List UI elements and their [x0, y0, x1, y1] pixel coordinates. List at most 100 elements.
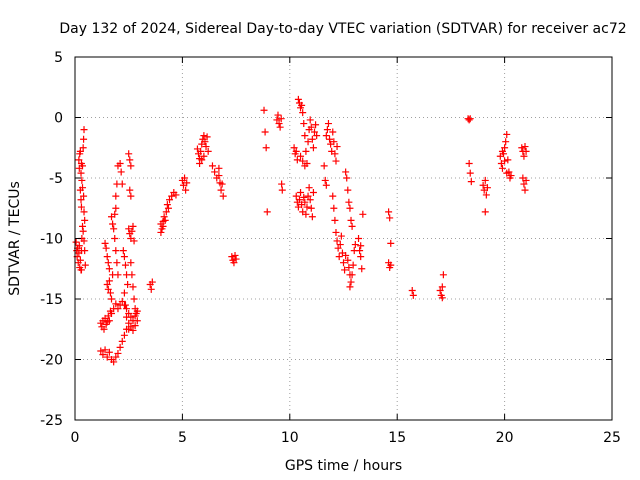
data-point	[166, 196, 174, 204]
data-point	[196, 159, 204, 167]
data-point	[309, 144, 317, 152]
data-point	[159, 222, 167, 230]
data-point	[103, 280, 111, 288]
y-tick-label: -15	[40, 292, 63, 308]
data-point	[123, 313, 131, 321]
data-point	[114, 271, 122, 279]
data-point	[438, 283, 446, 291]
data-point	[276, 123, 284, 131]
data-point	[125, 319, 133, 327]
data-point	[330, 138, 338, 146]
data-point	[124, 280, 132, 288]
grid-lines	[75, 57, 612, 420]
data-point	[126, 156, 134, 164]
data-point	[126, 186, 134, 194]
y-tick-label: -10	[40, 232, 63, 248]
data-point	[465, 116, 473, 124]
data-point	[230, 259, 238, 267]
data-point	[76, 256, 84, 264]
data-point	[329, 128, 337, 136]
data-points	[72, 95, 530, 366]
data-point	[133, 317, 141, 325]
x-tick-labels: 0 5 10 15 20 25	[71, 430, 621, 446]
data-point	[204, 147, 212, 155]
data-point	[482, 191, 490, 199]
data-point	[481, 208, 489, 216]
data-point	[200, 132, 208, 140]
data-point	[112, 192, 120, 200]
data-point	[106, 289, 114, 297]
data-point	[521, 143, 529, 151]
data-point	[80, 237, 88, 245]
data-point	[321, 176, 329, 184]
data-point	[215, 164, 223, 172]
data-point	[387, 239, 395, 247]
data-point	[112, 247, 120, 255]
data-point	[105, 277, 113, 285]
data-point	[274, 111, 282, 119]
data-point	[356, 247, 364, 255]
data-point	[198, 156, 206, 164]
data-point	[208, 162, 216, 170]
data-point	[197, 147, 205, 155]
data-point	[298, 101, 306, 109]
data-point	[309, 189, 317, 197]
data-point	[109, 220, 117, 228]
data-point	[299, 109, 307, 117]
data-point	[112, 353, 120, 361]
data-point	[77, 266, 85, 274]
data-point	[466, 169, 474, 177]
data-point	[77, 203, 85, 211]
data-point	[501, 157, 509, 165]
data-point	[342, 168, 350, 176]
data-point	[99, 351, 107, 359]
data-point	[300, 120, 308, 128]
data-point	[311, 128, 319, 136]
data-point	[81, 261, 89, 269]
data-point	[147, 285, 155, 293]
data-point	[275, 120, 283, 128]
data-point	[408, 287, 416, 295]
data-point	[349, 261, 357, 269]
data-point	[101, 239, 109, 247]
data-point	[101, 346, 109, 354]
data-point	[299, 157, 307, 165]
data-point	[128, 227, 136, 235]
data-point	[387, 261, 395, 269]
data-point	[119, 247, 127, 255]
data-point	[273, 116, 281, 124]
data-point	[466, 115, 474, 123]
data-point	[121, 261, 129, 269]
data-point	[278, 186, 286, 194]
data-point	[518, 144, 526, 152]
data-point	[336, 241, 344, 249]
data-point	[164, 204, 172, 212]
data-point	[231, 251, 239, 259]
data-point	[261, 128, 269, 136]
data-point	[351, 241, 359, 249]
data-point	[103, 253, 111, 261]
data-point	[520, 180, 528, 188]
chart-title: Day 132 of 2024, Sidereal Day-to-day VTE…	[59, 21, 626, 37]
data-point	[112, 204, 120, 212]
data-point	[80, 126, 88, 134]
y-tick-label: 0	[54, 111, 63, 127]
x-tick-label: 15	[388, 430, 406, 446]
data-point	[111, 210, 119, 218]
data-point	[301, 132, 309, 140]
data-point	[232, 255, 240, 263]
data-point	[202, 143, 210, 151]
data-point	[293, 156, 301, 164]
data-point	[522, 176, 530, 184]
data-point	[127, 162, 135, 170]
data-point	[182, 186, 190, 194]
data-point	[345, 264, 353, 272]
data-point	[278, 180, 286, 188]
axis-ticks	[74, 56, 613, 421]
data-point	[292, 192, 300, 200]
data-point	[80, 192, 88, 200]
data-point	[498, 147, 506, 155]
data-point	[77, 169, 85, 177]
data-point	[78, 176, 86, 184]
